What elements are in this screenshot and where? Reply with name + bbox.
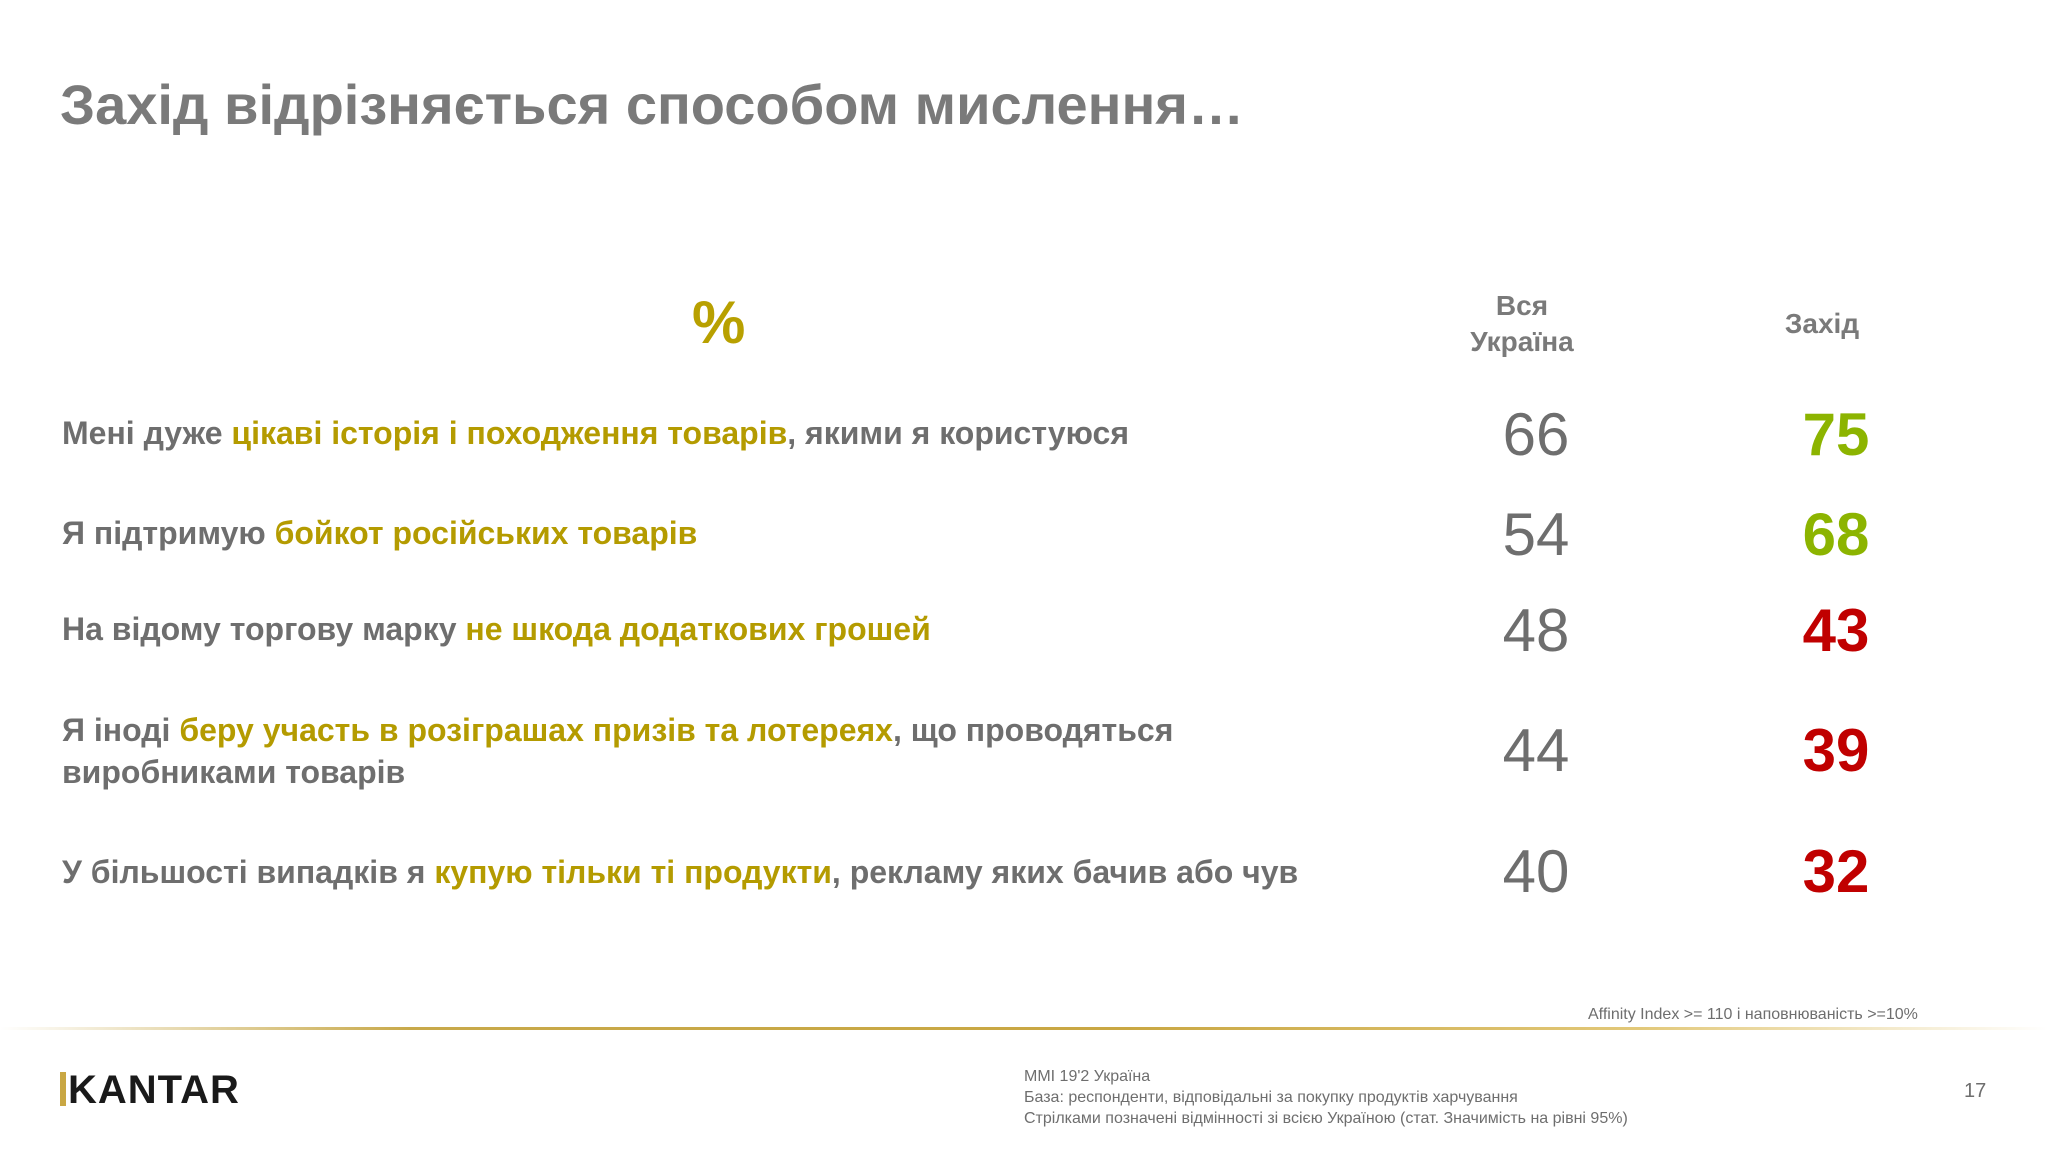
kantar-logo: KANTAR: [60, 1068, 240, 1113]
statement-highlight: беру участь в розіграшах призів та лотер…: [179, 712, 893, 748]
value-ukraine-row-5: 40: [1502, 838, 1570, 905]
statement-highlight: бойкот російських товарів: [274, 515, 698, 551]
statement-row-5: У більшості випадків я купую тільки ті п…: [62, 851, 1422, 893]
source-line: MMI 19'2 Україна: [1024, 1068, 1151, 1085]
statement-text: У більшості випадків я: [62, 854, 435, 890]
value-ukraine-row-1: 66: [1502, 401, 1570, 468]
value-west-row-2: 68: [1802, 501, 1870, 568]
value-ukraine-row-4: 44: [1502, 717, 1570, 784]
source-notes: MMI 19'2 Україна База: респонденти, відп…: [1024, 1066, 1628, 1129]
value-west-row-1: 75: [1802, 401, 1870, 468]
column-header-all-ukraine: Вся Україна: [1452, 288, 1592, 360]
statement-text: , якими я користуюся: [787, 415, 1129, 451]
source-line: База: респонденти, відповідальні за поку…: [1024, 1089, 1518, 1106]
statement-text: Я підтримую: [62, 515, 275, 551]
statement-highlight: не шкода додаткових грошей: [465, 611, 931, 647]
value-ukraine-row-2: 54: [1502, 501, 1570, 568]
column-header-west: Захід: [1784, 308, 1860, 339]
statement-text: На відому торгову марку: [62, 611, 466, 647]
footer-divider: [0, 1027, 2048, 1030]
page-number: 17: [1964, 1080, 1987, 1102]
affinity-note: Affinity Index >= 110 і наповнюваність >…: [1588, 1006, 1918, 1023]
value-ukraine-row-3: 48: [1502, 597, 1570, 664]
statement-text: Я іноді: [62, 712, 180, 748]
statement-row-2: Я підтримую бойкот російських товарів: [62, 512, 1422, 554]
source-line: Стрілками позначені відмінності зі всією…: [1024, 1110, 1628, 1127]
statement-row-3: На відому торгову марку не шкода додатко…: [62, 608, 1422, 650]
column-header-all-ukraine-line1: Вся: [1495, 290, 1549, 321]
value-west-row-5: 32: [1802, 838, 1870, 905]
unit-label: %: [692, 289, 746, 356]
slide-title: Захід відрізняється способом мислення…: [60, 73, 1244, 136]
column-header-all-ukraine-line2: Україна: [1470, 326, 1574, 357]
value-west-row-3: 43: [1802, 597, 1870, 664]
statement-highlight: купую тільки ті продукти: [434, 854, 832, 890]
statement-text: Мені дуже: [62, 415, 232, 451]
logo-mark: [60, 1072, 66, 1106]
statement-text: , рекламу яких бачив або чув: [831, 854, 1299, 890]
statement-row-1: Мені дуже цікаві історія і походження то…: [62, 412, 1422, 454]
value-west-row-4: 39: [1802, 717, 1870, 784]
statement-highlight: цікаві історія і походження товарів: [231, 415, 788, 451]
statement-text: , що проводяться виробниками товарів: [62, 712, 1174, 790]
statement-row-4: Я іноді беру участь в розіграшах призів …: [62, 709, 1322, 793]
